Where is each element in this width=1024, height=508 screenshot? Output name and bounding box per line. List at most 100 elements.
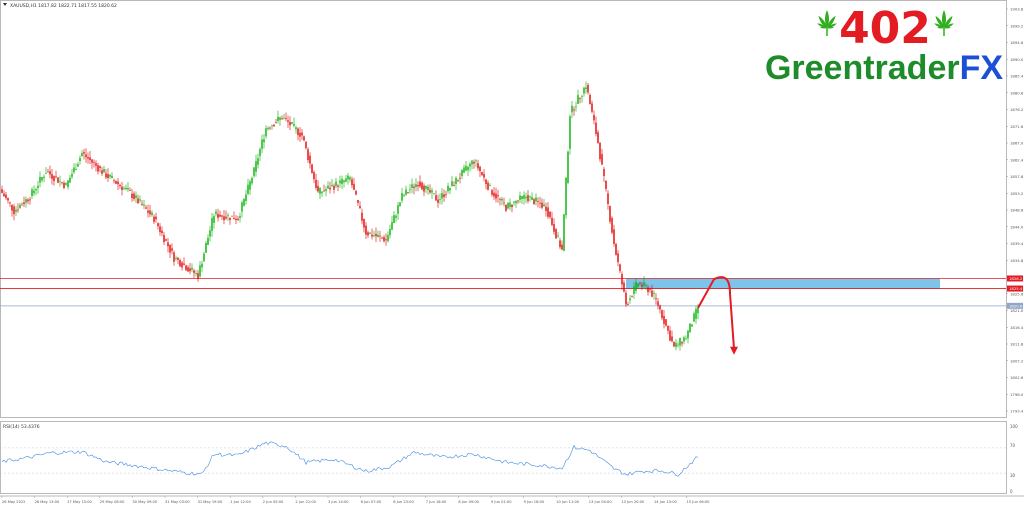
candle-body [263,139,265,143]
candle [257,153,259,169]
candle-body [267,127,269,130]
candle [135,191,137,204]
candle [627,301,629,306]
candle-body [299,132,301,137]
candle [319,187,321,200]
candle-body [113,180,115,182]
candle [323,184,325,192]
candle [545,202,547,217]
candle [591,100,593,114]
candle [593,110,595,125]
candle-body [429,189,431,193]
candle [51,169,53,185]
candle-body [343,180,345,183]
candle [601,148,603,166]
candle-body [237,218,239,221]
candle-body [269,127,271,129]
candle [387,231,389,243]
candle [269,126,271,131]
candle [125,184,127,191]
candle-body [53,176,55,182]
candle [311,163,313,174]
candle [379,230,381,242]
candle [567,150,569,184]
candle-body [99,166,101,169]
time-tick-label: 9 Jun 01:00 [491,500,512,504]
leaf-icon [934,10,954,36]
candle-body [115,180,117,184]
candle-body [649,289,651,290]
candle [331,178,333,188]
candle [83,148,85,160]
candle [57,177,59,184]
candle [605,180,607,192]
candle-body [229,217,231,220]
candle-body [159,226,161,233]
candle-body [489,185,491,186]
candle [179,258,181,268]
candle-body [593,114,595,121]
candle-body [661,310,663,319]
candle [217,208,219,222]
candle [453,181,455,187]
candle-body [27,199,29,202]
candle-body [101,170,103,174]
candle [573,106,575,116]
candle-body [507,202,509,209]
candle-body [589,94,591,105]
candle [419,175,421,189]
candle-body [81,152,83,157]
price-tick-label: 1890.0 [1010,57,1024,62]
candle [345,174,347,183]
candle-body [569,116,571,149]
candle-body [69,177,71,183]
candle [325,186,327,197]
time-tick-label: 1 Jun 12:00 [230,500,251,504]
candle [515,199,517,208]
candle [333,183,335,194]
candle [137,194,139,204]
candle [313,170,315,184]
candle [367,230,369,238]
candle-body [259,149,261,156]
candle-body [301,132,303,136]
candle [425,185,427,194]
candle [5,192,7,200]
candle-body [341,178,343,184]
candle [67,179,69,190]
candle-body [685,338,687,340]
candle [651,284,653,298]
candle-body [659,305,661,310]
candle-body [93,162,95,163]
candle-body [579,98,581,100]
candle [231,215,233,217]
candle-body [561,244,563,250]
candle [219,210,221,218]
candle-body [121,186,123,191]
chart-menu-icon[interactable] [3,3,7,6]
candle-body [595,122,597,135]
candle [623,280,625,293]
candle [589,93,591,105]
candle-body [281,118,283,120]
candle [587,82,589,95]
candle [465,160,467,172]
candle-body [197,273,199,279]
candle-body [317,185,319,192]
candle-body [13,206,15,215]
candle [287,115,289,128]
candle [563,213,565,252]
candle [499,197,501,206]
candle [89,150,91,165]
candle [233,211,235,220]
candle [639,281,641,286]
candle-body [469,163,471,167]
candle-body [461,169,463,176]
candle-body [621,273,623,285]
candle-body [277,116,279,121]
candle [613,224,615,247]
candle-body [23,202,25,205]
candle-body [543,204,545,207]
bid-line-tag: 1820.6 [1007,302,1023,309]
